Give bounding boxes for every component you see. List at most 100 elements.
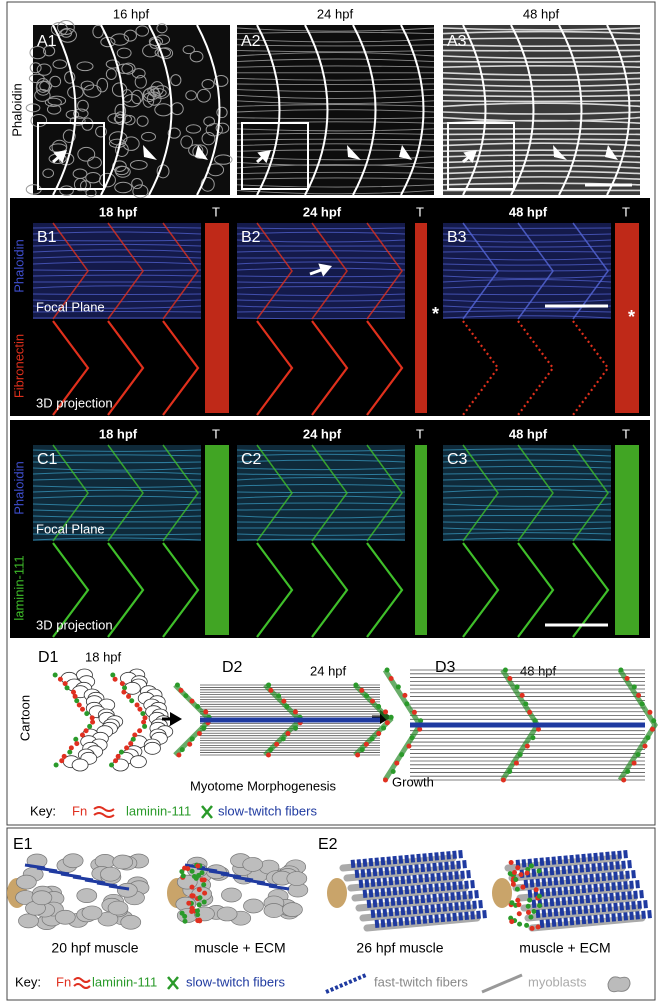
ecm-dot [189, 698, 195, 704]
time-label: 16 hpf [113, 6, 150, 21]
time-label: 48 hpf [509, 204, 548, 219]
fiber [442, 478, 612, 481]
key-fast-icon [481, 973, 523, 994]
fiber [442, 149, 641, 152]
fiber [32, 537, 202, 541]
micrograph-top [33, 445, 201, 541]
fiber [236, 109, 435, 113]
ecm-dot [524, 922, 530, 928]
arrowhead-marker [143, 145, 157, 160]
inset [241, 122, 309, 190]
fiber [236, 477, 406, 481]
fiber [442, 102, 641, 108]
cell [134, 75, 147, 89]
ecm-dot [376, 704, 382, 710]
boundary [517, 542, 555, 638]
ecm-dot [516, 911, 522, 917]
fiber [236, 94, 435, 99]
ecm-dot [384, 720, 390, 726]
arrowhead-marker [195, 145, 208, 160]
cell [116, 47, 132, 59]
caption: Myotome Morphogenesis [190, 778, 336, 793]
ecm-dot [364, 693, 370, 699]
cell [131, 177, 143, 190]
panel-label: C1 [37, 451, 58, 468]
fiber [236, 310, 406, 313]
arrowhead-marker [399, 145, 412, 160]
ecm-dot [645, 735, 651, 741]
ecm-dot [285, 730, 291, 736]
ecm-dot [195, 912, 201, 918]
fiber [442, 142, 641, 147]
caption: muscle + ECM [519, 940, 610, 956]
key-myoblast-icon [607, 976, 631, 993]
transverse-label: T [212, 426, 220, 441]
fast-fiber [528, 914, 646, 932]
ecm-dot [535, 726, 541, 732]
cell [76, 61, 94, 72]
myoblast [15, 874, 37, 890]
ecm-dot [515, 897, 521, 903]
boundary [517, 444, 554, 542]
ecm-dot [196, 902, 202, 908]
fiber [442, 521, 612, 524]
slow-fiber [366, 890, 480, 908]
somite-boundary [148, 24, 173, 196]
ecm-dot [119, 681, 125, 687]
ecm-dot [129, 698, 135, 704]
ecm-dot [84, 711, 90, 717]
boundary [52, 444, 89, 542]
fiber [442, 453, 612, 457]
ecm-dot [196, 730, 202, 736]
fiber [442, 537, 612, 541]
panel-label: E1 [13, 836, 33, 853]
stain-label: Phaloidin [11, 461, 26, 515]
cell [57, 20, 75, 35]
fiber [442, 465, 612, 469]
myoblast [62, 853, 84, 869]
key-laminin-icon [167, 976, 179, 990]
myoblast [31, 890, 53, 906]
ecm-dot [182, 918, 188, 924]
ecm-dot [507, 675, 513, 681]
ecm-dot [178, 687, 184, 693]
cell [216, 106, 228, 119]
ecm-dot [527, 897, 533, 903]
ecm-dot [141, 719, 147, 725]
ecm-dot [276, 693, 282, 699]
ecm-dot [197, 895, 203, 901]
ecm-dot [621, 777, 627, 783]
ecm-dot [517, 921, 523, 927]
time-label: 18 hpf [99, 204, 138, 219]
figure-frame [6, 1, 656, 826]
fiber [236, 143, 435, 147]
boundary [311, 542, 349, 638]
fiber [236, 285, 406, 289]
fiber [442, 159, 641, 164]
ecm-dot [280, 736, 286, 742]
arrowhead [170, 712, 182, 726]
cell [64, 71, 76, 84]
fiber [442, 111, 641, 115]
ecm-dot [516, 902, 522, 908]
slow-fiber [539, 910, 653, 928]
slow-fiber [362, 880, 476, 898]
caption: muscle + ECM [194, 940, 285, 956]
fiber [32, 454, 202, 457]
ecm-dot [514, 886, 520, 892]
cell [192, 144, 208, 159]
fiber [236, 49, 435, 53]
ecm-dot [195, 863, 201, 869]
arrowhead [463, 150, 477, 164]
boundary [107, 444, 144, 542]
ecm-dot [182, 865, 188, 871]
ecm-dot [376, 730, 382, 736]
cell [36, 63, 52, 76]
ecm-dot [73, 736, 79, 742]
cell [129, 159, 148, 170]
cell [52, 59, 68, 69]
fiber [442, 245, 612, 248]
fiber [32, 299, 202, 303]
key-laminin: laminin-111 [126, 803, 191, 818]
ecm-dot [359, 687, 365, 693]
